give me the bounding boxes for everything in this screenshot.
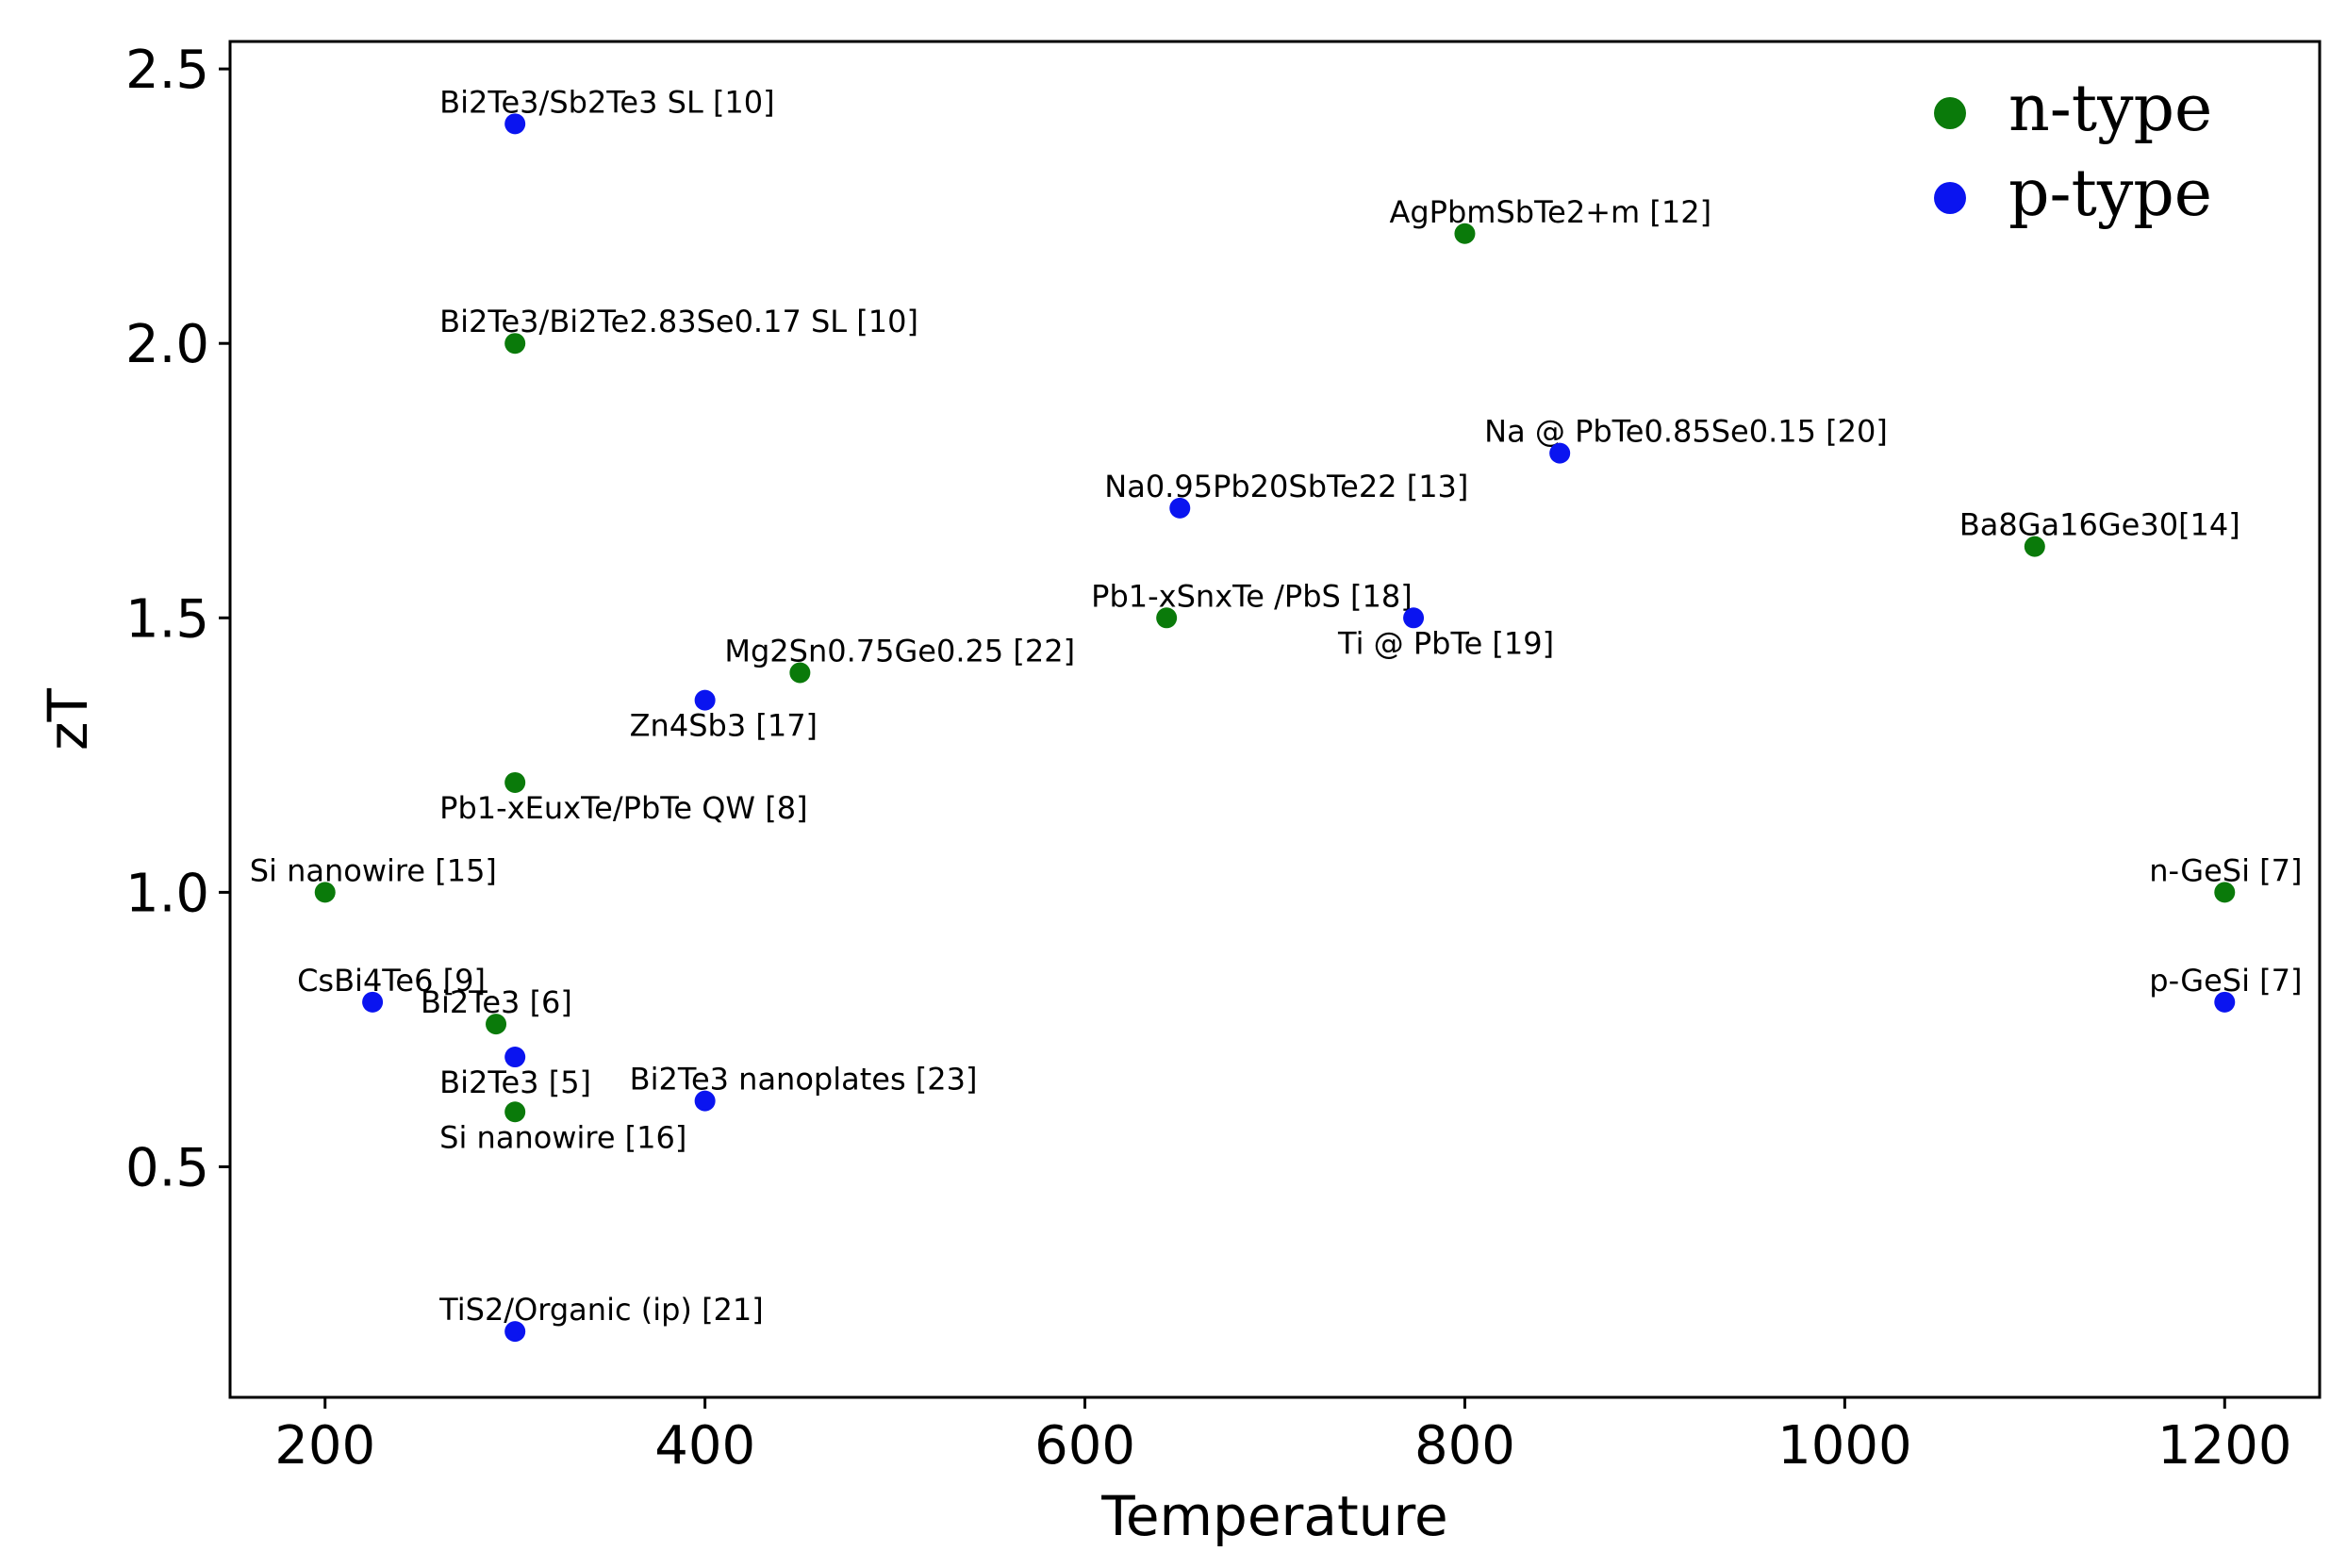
data-label: Zn4Sb3 [17] <box>630 708 818 744</box>
plot-area: Bi2Te3/Bi2Te2.83Se0.17 SL [10] AgPbmSbTe2… <box>250 84 2303 1343</box>
legend-marker-n-type <box>1934 97 1966 129</box>
p-type-point <box>504 113 526 135</box>
x-tick-label: 800 <box>1414 1415 1515 1477</box>
data-label: AgPbmSbTe2+m [12] <box>1389 194 1711 230</box>
n-type-point <box>504 1101 526 1123</box>
n-type-point <box>314 882 336 903</box>
y-axis: 0.5 1.0 1.5 2.0 2.5 <box>125 40 230 1198</box>
legend: n-type p-type <box>1934 72 2212 231</box>
p-type-point <box>694 689 716 711</box>
x-tick-label: 600 <box>1034 1415 1135 1477</box>
n-type-point <box>2214 882 2236 903</box>
y-tick-label: 1.0 <box>125 863 209 924</box>
legend-label-p-type: p-type <box>2008 157 2212 231</box>
y-axis-label: zT <box>36 687 100 750</box>
p-type-point <box>694 1090 716 1112</box>
data-label: Mg2Sn0.75Ge0.25 [22] <box>724 634 1075 669</box>
x-axis-label: Temperature <box>1100 1484 1447 1548</box>
p-type-point <box>1403 607 1425 629</box>
n-type-point <box>1454 223 1476 244</box>
x-tick-label: 1200 <box>2157 1415 2292 1477</box>
y-tick-label: 1.5 <box>125 588 209 650</box>
x-tick-label: 400 <box>654 1415 755 1477</box>
n-type-point <box>504 333 526 355</box>
y-tick-label: 0.5 <box>125 1137 209 1198</box>
data-label: CsBi4Te6 [9] <box>297 963 486 999</box>
y-tick-label: 2.0 <box>125 314 209 375</box>
y-tick-label: 2.5 <box>125 40 209 101</box>
data-label: Ba8Ga16Ge30[14] <box>1959 507 2240 543</box>
data-label: Na0.95Pb20SbTe22 [13] <box>1104 469 1468 504</box>
p-type-point <box>362 991 384 1013</box>
n-type-point <box>1156 607 1178 629</box>
x-tick-label: 1000 <box>1777 1415 1912 1477</box>
data-label: Na @ PbTe0.85Se0.15 [20] <box>1484 414 1888 450</box>
data-label: Ti @ PbTe [19] <box>1337 625 1554 661</box>
p-type-point <box>504 1321 526 1343</box>
legend-label-n-type: n-type <box>2008 72 2212 146</box>
data-label: Bi2Te3 nanoplates [23] <box>630 1062 978 1098</box>
p-type-point <box>504 1047 526 1068</box>
data-label: Si nanowire [16] <box>439 1119 686 1155</box>
p-type-point <box>1169 497 1191 519</box>
n-type-point <box>486 1014 507 1035</box>
legend-marker-p-type <box>1934 182 1966 214</box>
data-label: Pb1-xSnxTe /PbS [18] <box>1091 578 1413 614</box>
x-tick-label: 200 <box>274 1415 375 1477</box>
n-type-point <box>2024 536 2045 557</box>
series-p-type: Bi2Te3/Sb2Te3 SL [10] Na @ PbTe0.85Se0.15… <box>297 84 2302 1343</box>
p-type-point <box>1549 442 1571 464</box>
n-type-point <box>789 662 811 684</box>
data-label: Bi2Te3 [5] <box>439 1065 591 1100</box>
data-label: Bi2Te3/Bi2Te2.83Se0.17 SL [10] <box>439 304 918 339</box>
data-label: Si nanowire [15] <box>250 852 497 888</box>
data-label: Pb1-xEuxTe/PbTe QW [8] <box>439 790 807 826</box>
n-type-point <box>504 771 526 793</box>
x-axis: 200 400 600 800 1000 1200 <box>274 1397 2292 1477</box>
plot-frame <box>228 40 2322 1399</box>
data-label: TiS2/Organic (ip) [21] <box>438 1292 764 1328</box>
series-n-type: Bi2Te3/Bi2Te2.83Se0.17 SL [10] AgPbmSbTe2… <box>250 194 2303 1155</box>
p-type-point <box>2214 991 2236 1013</box>
data-label: Bi2Te3/Sb2Te3 SL [10] <box>439 84 774 120</box>
